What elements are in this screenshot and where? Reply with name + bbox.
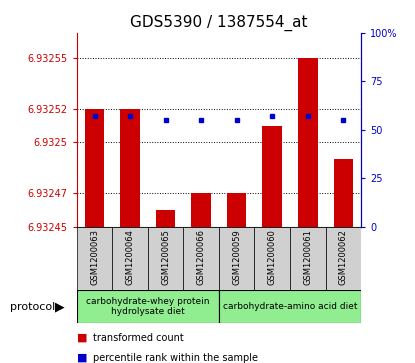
Text: ■: ■ (77, 352, 87, 363)
Bar (183, 227, 219, 290)
Text: ▶: ▶ (55, 300, 65, 313)
Text: protocol: protocol (10, 302, 56, 312)
Bar (219, 290, 361, 323)
Text: carbohydrate-amino acid diet: carbohydrate-amino acid diet (223, 302, 357, 311)
Text: GSM1200059: GSM1200059 (232, 229, 241, 285)
Bar (156, 210, 176, 227)
Text: GSM1200065: GSM1200065 (161, 229, 170, 285)
Text: GSM1200062: GSM1200062 (339, 229, 348, 285)
Bar (77, 290, 219, 323)
Bar (219, 227, 254, 290)
Bar (290, 227, 325, 290)
Bar (148, 227, 183, 290)
Text: GSM1200066: GSM1200066 (197, 229, 206, 285)
Text: GSM1200063: GSM1200063 (90, 229, 99, 285)
Text: carbohydrate-whey protein
hydrolysate diet: carbohydrate-whey protein hydrolysate di… (86, 297, 210, 317)
Text: transformed count: transformed count (93, 333, 184, 343)
Bar (112, 227, 148, 290)
Bar (298, 58, 317, 227)
Bar (77, 227, 112, 290)
Bar (262, 126, 282, 227)
Bar (120, 109, 140, 227)
Text: GSM1200061: GSM1200061 (303, 229, 312, 285)
Bar (191, 193, 211, 227)
Bar (85, 109, 104, 227)
Title: GDS5390 / 1387554_at: GDS5390 / 1387554_at (130, 15, 308, 31)
Text: percentile rank within the sample: percentile rank within the sample (93, 352, 259, 363)
Bar (227, 193, 247, 227)
Text: GSM1200064: GSM1200064 (126, 229, 134, 285)
Text: GSM1200060: GSM1200060 (268, 229, 277, 285)
Bar (325, 227, 361, 290)
Bar (254, 227, 290, 290)
Text: ■: ■ (77, 333, 87, 343)
Bar (334, 159, 353, 227)
